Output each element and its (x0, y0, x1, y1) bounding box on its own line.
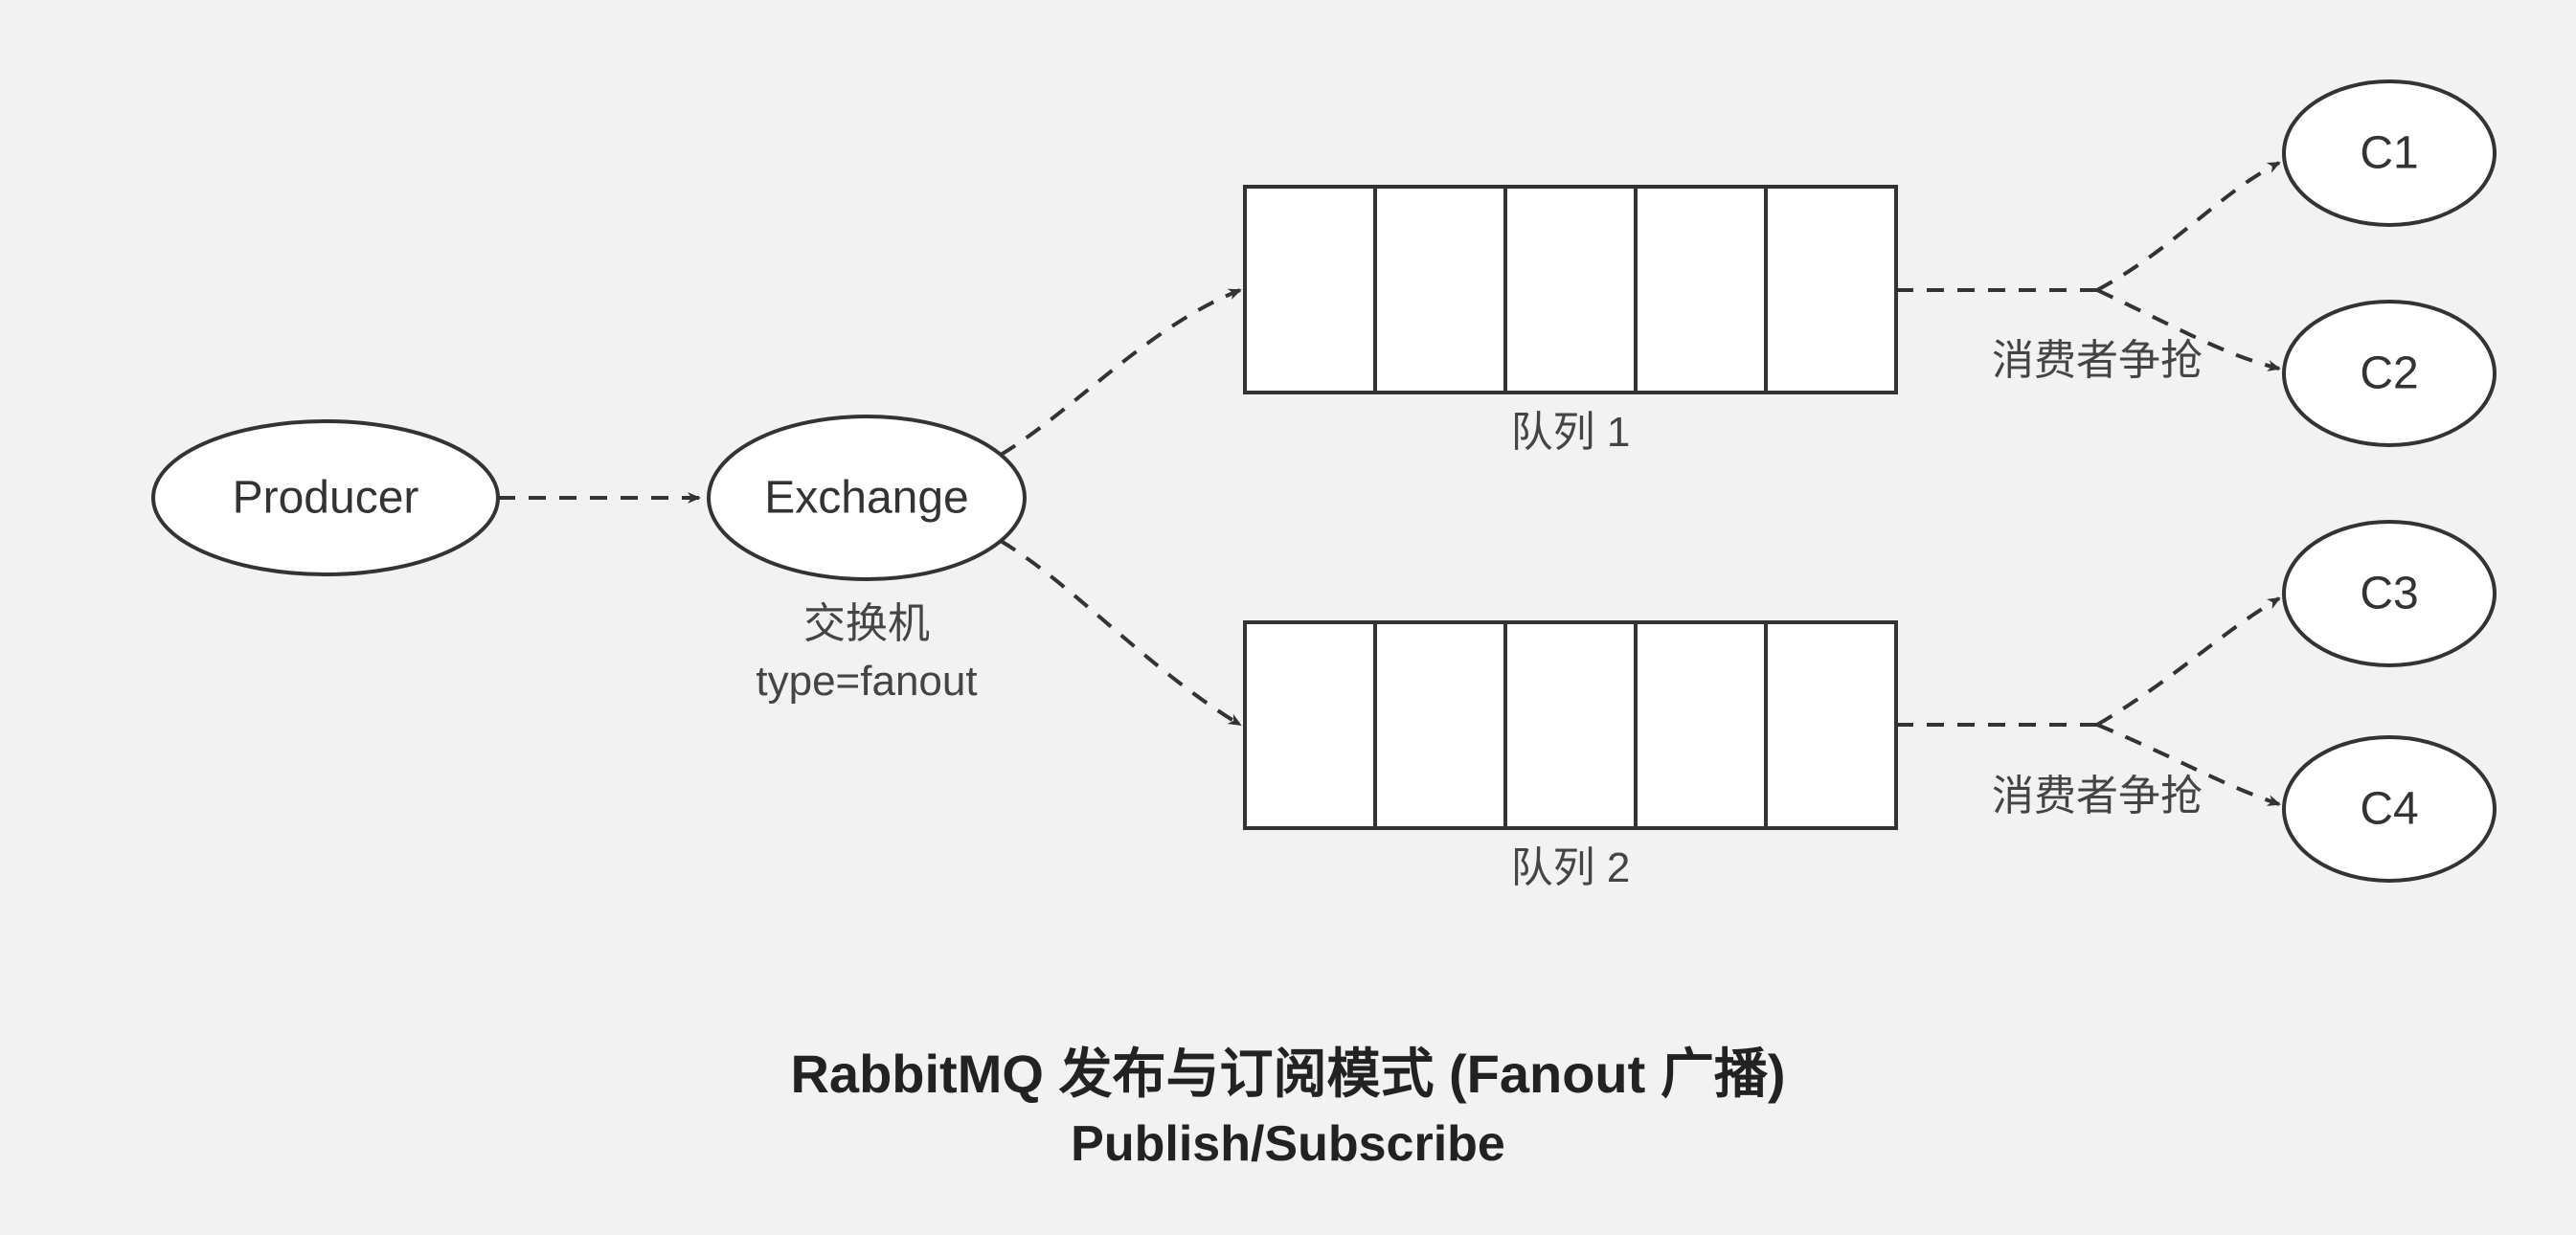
node-queue1: 队列 1 (1245, 187, 1896, 456)
node-caption-queue2: 队列 2 (1511, 844, 1631, 891)
node-caption-exchange-1: type=fanout (756, 658, 977, 705)
node-exchange: Exchange 交换机 type=fanout (709, 416, 1025, 705)
node-label-producer: Producer (233, 473, 419, 524)
edge-fork2-c3 (2097, 598, 2279, 725)
diagram-canvas: Producer Exchange 交换机 type=fanout 队列 1 队列 2 C1… (0, 0, 2576, 1235)
node-label-c2: C2 (2360, 348, 2418, 399)
node-producer: Producer (153, 421, 498, 574)
node-label-c4: C4 (2360, 784, 2418, 835)
node-c2: C2 (2284, 302, 2495, 445)
node-c3: C3 (2284, 522, 2495, 665)
node-label-exchange: Exchange (764, 473, 969, 524)
node-label-c1: C1 (2360, 128, 2418, 179)
diagram-subtitle: Publish/Subscribe (1071, 1116, 1505, 1172)
edge-label-consumers-2: 消费者争抢 (1992, 773, 2203, 820)
node-label-c3: C3 (2360, 569, 2418, 619)
nodes: Producer Exchange 交换机 type=fanout 队列 1 队列 2 C1… (153, 81, 2495, 891)
node-queue2: 队列 2 (1245, 622, 1896, 891)
node-c4: C4 (2284, 737, 2495, 881)
node-caption-exchange-0: 交换机 (803, 600, 930, 647)
edge-fork1-c1 (2097, 163, 2279, 290)
edge-exchange-queue1 (1001, 290, 1240, 455)
node-caption-queue1: 队列 1 (1511, 409, 1631, 456)
diagram-title: RabbitMQ 发布与订阅模式 (Fanout 广播) (790, 1044, 1785, 1104)
node-c1: C1 (2284, 81, 2495, 225)
edge-label-consumers-1: 消费者争抢 (1992, 337, 2203, 384)
edge-exchange-queue2 (1001, 541, 1240, 725)
